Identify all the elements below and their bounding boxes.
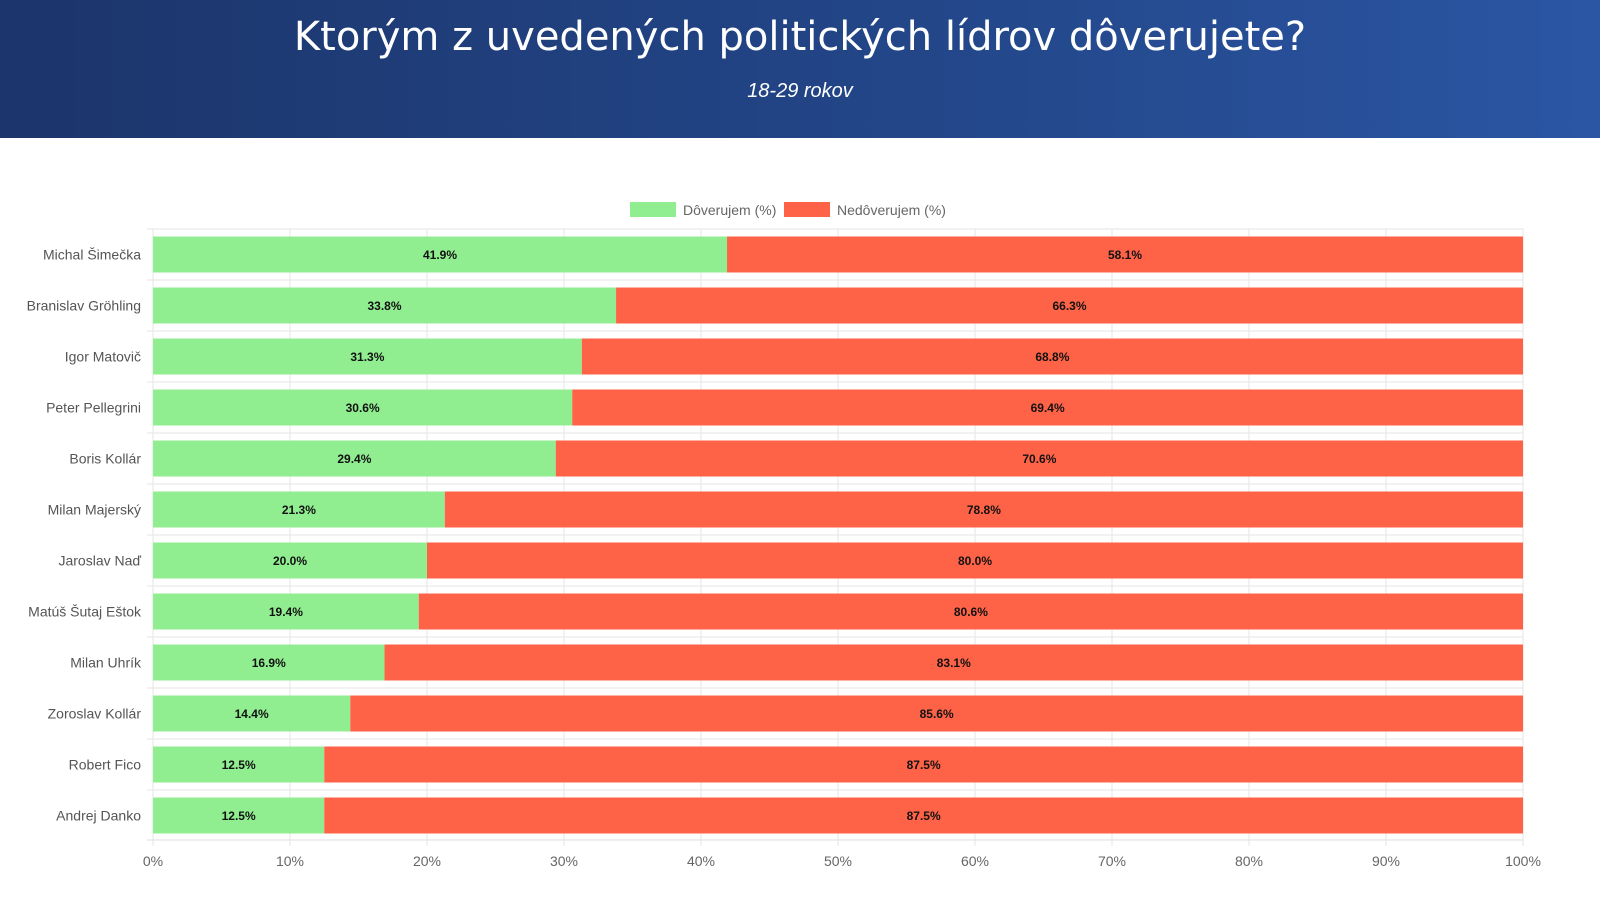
bar-distrust	[444, 491, 1523, 528]
chart-subtitle: 18-29 rokov	[747, 80, 853, 102]
data-label: 87.5%	[907, 809, 941, 823]
y-tick-label: Boris Kollár	[69, 451, 141, 467]
y-tick-label: Milan Majerský	[48, 502, 141, 518]
y-tick-label: Branislav Gröhling	[27, 298, 141, 314]
data-label: 68.8%	[1035, 350, 1069, 364]
x-tick-label: 60%	[961, 853, 989, 869]
y-tick-label: Michal Šimečka	[43, 247, 141, 263]
data-label: 85.6%	[920, 707, 954, 721]
bar-trust	[153, 695, 351, 732]
data-label: 80.0%	[958, 554, 992, 568]
data-label: 83.1%	[937, 656, 971, 670]
data-label: 14.4%	[235, 707, 269, 721]
bar-trust	[153, 593, 419, 630]
bar-trust	[153, 491, 445, 528]
data-label: 87.5%	[907, 758, 941, 772]
x-tick-label: 30%	[550, 853, 578, 869]
data-label: 12.5%	[222, 758, 256, 772]
data-label: 33.8%	[368, 299, 402, 313]
y-tick-label: Andrej Danko	[56, 808, 141, 824]
legend-swatch	[784, 202, 830, 217]
legend-label: Dôverujem (%)	[683, 202, 776, 218]
bar-trust	[153, 797, 325, 834]
x-tick-label: 10%	[276, 853, 304, 869]
data-label: 70.6%	[1022, 452, 1056, 466]
data-label: 21.3%	[282, 503, 316, 517]
bar-distrust	[418, 593, 1523, 630]
y-tick-label: Igor Matovič	[65, 349, 141, 365]
y-tick-label: Peter Pellegrini	[46, 400, 141, 416]
y-tick-label: Milan Uhrík	[70, 655, 142, 671]
x-tick-label: 80%	[1235, 853, 1263, 869]
y-tick-label: Zoroslav Kollár	[48, 706, 142, 722]
bar-trust	[153, 338, 582, 375]
bar-distrust	[384, 644, 1523, 681]
bar-distrust	[324, 797, 1523, 834]
x-tick-label: 20%	[413, 853, 441, 869]
data-label: 80.6%	[954, 605, 988, 619]
legend-swatch	[630, 202, 676, 217]
legend-label: Nedôverujem (%)	[837, 202, 946, 218]
data-label: 66.3%	[1053, 299, 1087, 313]
x-tick-label: 0%	[143, 853, 163, 869]
bar-trust	[153, 440, 556, 477]
bar-trust	[153, 644, 385, 681]
bar-distrust	[572, 389, 1523, 426]
data-label: 69.4%	[1031, 401, 1065, 415]
bar-distrust	[727, 236, 1523, 273]
data-label: 41.9%	[423, 248, 457, 262]
x-tick-label: 50%	[824, 853, 852, 869]
x-tick-label: 40%	[687, 853, 715, 869]
y-tick-label: Matúš Šutaj Eštok	[28, 604, 142, 620]
bar-trust	[153, 287, 617, 324]
data-label: 58.1%	[1108, 248, 1142, 262]
data-label: 78.8%	[967, 503, 1001, 517]
x-tick-label: 90%	[1372, 853, 1400, 869]
bar-distrust	[324, 746, 1523, 783]
data-label: 20.0%	[273, 554, 307, 568]
data-label: 29.4%	[337, 452, 371, 466]
bar-distrust	[581, 338, 1523, 375]
data-label: 16.9%	[252, 656, 286, 670]
chart-header: Ktorým z uvedených politických lídrov dô…	[0, 0, 1600, 138]
chart-title: Ktorým z uvedených politických lídrov dô…	[293, 14, 1307, 60]
data-label: 31.3%	[350, 350, 384, 364]
y-tick-label: Robert Fico	[69, 757, 142, 773]
data-label: 30.6%	[346, 401, 380, 415]
bar-distrust	[350, 695, 1523, 732]
x-tick-label: 70%	[1098, 853, 1126, 869]
data-label: 12.5%	[222, 809, 256, 823]
bar-distrust	[427, 542, 1523, 579]
y-tick-label: Jaroslav Naď	[58, 553, 141, 569]
bar-trust	[153, 236, 728, 273]
data-label: 19.4%	[269, 605, 303, 619]
bar-trust	[153, 746, 325, 783]
bar-trust	[153, 542, 427, 579]
bar-distrust	[616, 287, 1523, 324]
bar-distrust	[555, 440, 1523, 477]
x-tick-label: 100%	[1505, 853, 1541, 869]
bar-trust	[153, 389, 573, 426]
